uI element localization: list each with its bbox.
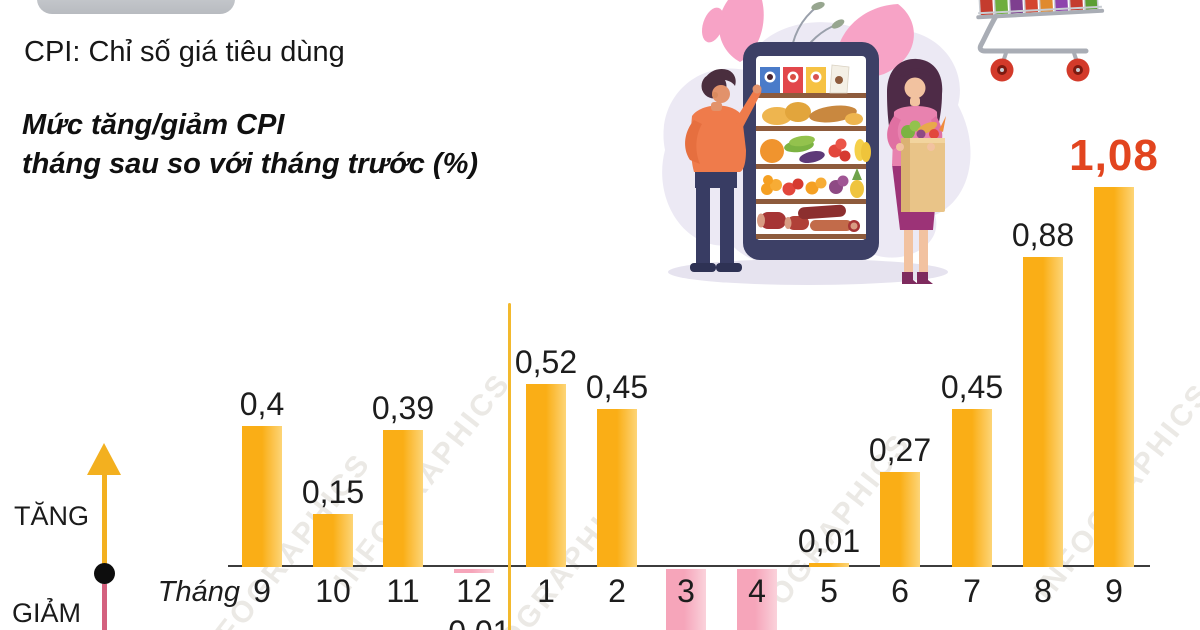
cart-handle-icon bbox=[977, 13, 1089, 54]
month-label-idx4: 1 bbox=[537, 573, 555, 609]
cart-wheel-icon bbox=[990, 58, 1014, 82]
decrease-line-icon bbox=[102, 584, 107, 630]
month-label-idx10: 7 bbox=[963, 573, 981, 609]
plant-leaf-icon bbox=[831, 19, 845, 29]
value-label-idx9: 0,27 bbox=[868, 432, 932, 468]
value-label-idx2: 0,39 bbox=[371, 390, 435, 426]
value-label-idx8: 0,01 bbox=[797, 523, 861, 559]
cart-basket-icon bbox=[976, 0, 1105, 20]
bar-month-5-idx8 bbox=[809, 563, 849, 567]
value-label-idx0: 0,4 bbox=[239, 386, 285, 422]
shopping-cart-illustration bbox=[976, 0, 1105, 82]
plant-leaf-icon bbox=[811, 1, 825, 11]
month-label-idx9: 6 bbox=[891, 573, 909, 609]
month-label-idx8: 5 bbox=[820, 573, 838, 609]
value-label-idx5: 0,45 bbox=[585, 369, 649, 405]
bar-month-9-idx0 bbox=[242, 426, 282, 567]
grocery-scene-illustration bbox=[662, 0, 971, 285]
value-label-idx11: 0,88 bbox=[1011, 217, 1075, 253]
value-label-idx12: 1,08 bbox=[1069, 131, 1159, 180]
bar-month-4-idx7 bbox=[737, 569, 777, 630]
value-label-idx4: 0,52 bbox=[514, 344, 578, 380]
month-label-idx11: 8 bbox=[1034, 573, 1052, 609]
bar-month-7-idx10 bbox=[952, 409, 992, 567]
x-axis-line bbox=[228, 565, 1150, 568]
bar-month-12-idx3 bbox=[454, 569, 494, 573]
pink-leaf-icon bbox=[701, 7, 725, 43]
man-figure-icon bbox=[685, 68, 762, 272]
month-label-idx6: 3 bbox=[677, 573, 695, 609]
chart-title: Mức tăng/giảm CPI tháng sau so với tháng… bbox=[22, 106, 478, 184]
month-label-idx3: 12 bbox=[456, 573, 492, 609]
bar-month-3-idx6 bbox=[666, 569, 706, 630]
bar-month-8-idx11 bbox=[1023, 257, 1063, 567]
legend-origin-dot bbox=[94, 563, 115, 584]
bar-month-1-idx4 bbox=[526, 384, 566, 567]
month-label-idx12: 9 bbox=[1105, 573, 1123, 609]
value-label-idx3: -0,01 bbox=[409, 614, 539, 630]
cart-wheel-icon bbox=[1066, 58, 1090, 82]
increase-arrow-shaft bbox=[102, 468, 107, 564]
value-label-idx10: 0,45 bbox=[940, 369, 1004, 405]
chart-title-line1: Mức tăng/giảm CPI bbox=[22, 109, 285, 141]
x-axis-title: Tháng bbox=[157, 576, 240, 608]
bar-month-9-idx12 bbox=[1094, 187, 1134, 567]
value-label-idx1: 0,15 bbox=[301, 474, 365, 510]
chart-title-line2: tháng sau so với tháng trước (%) bbox=[22, 148, 479, 180]
bar-month-6-idx9 bbox=[880, 472, 920, 567]
legend-decrease-label: GIẢM bbox=[12, 598, 82, 628]
year-divider-line bbox=[508, 303, 511, 630]
woman-figure-icon bbox=[887, 58, 946, 284]
legend-increase-label: TĂNG bbox=[14, 501, 90, 531]
smart-fridge-icon bbox=[743, 42, 879, 260]
bar-month-10-idx1 bbox=[313, 514, 353, 567]
month-label-idx0: 9 bbox=[253, 573, 271, 609]
month-label-idx1: 10 bbox=[315, 573, 351, 609]
cpi-definition-text: CPI: Chỉ số giá tiêu dùng bbox=[24, 36, 345, 68]
header-pill bbox=[37, 0, 235, 14]
month-label-idx5: 2 bbox=[608, 573, 626, 609]
bar-month-2-idx5 bbox=[597, 409, 637, 567]
month-label-idx7: 4 bbox=[748, 573, 766, 609]
bar-month-11-idx2 bbox=[383, 430, 423, 567]
month-label-idx2: 11 bbox=[386, 573, 420, 609]
